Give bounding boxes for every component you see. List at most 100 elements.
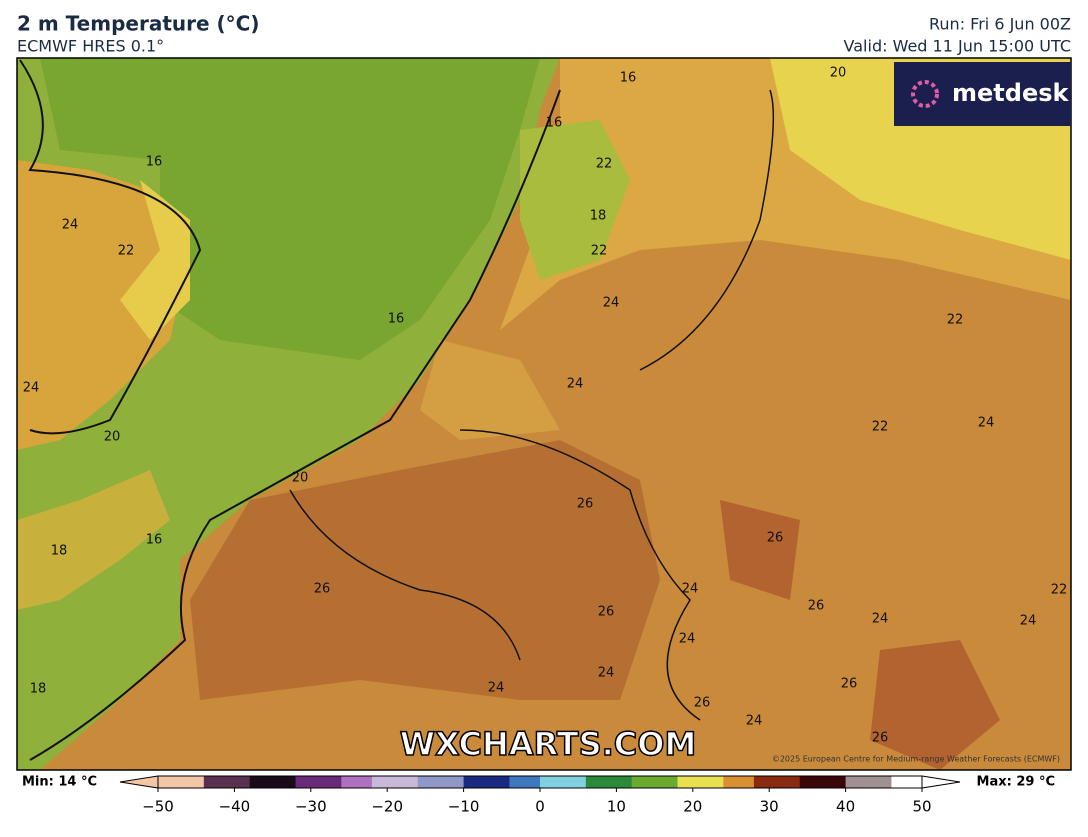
colorbar-arrow <box>921 775 961 789</box>
colorbar-tick-label: −20 <box>371 798 403 816</box>
colorbar-cell <box>708 776 724 788</box>
england <box>17 160 190 450</box>
colorbar-cell <box>692 776 709 788</box>
contour-labels: 16 16 22 18 22 24 16 24 22 16 24 20 24 22 22 24 20 26 26 18… <box>23 66 1068 746</box>
contour-label: 16 <box>146 533 163 548</box>
colorbar-cell <box>784 776 801 788</box>
coastline <box>19 59 561 761</box>
colorbar-cell <box>280 776 297 788</box>
contour-label: 26 <box>314 582 331 597</box>
colorbar-cell <box>753 776 770 788</box>
belgium-coast <box>420 340 560 440</box>
colorbar-cell <box>876 776 892 788</box>
contour-label: 22 <box>591 244 608 259</box>
contour-label: 22 <box>596 157 613 172</box>
colorbar-cell <box>830 776 847 788</box>
contour-label: 24 <box>682 582 699 597</box>
colorbar-cell <box>249 776 266 788</box>
contour-label: 24 <box>603 296 620 311</box>
colorbar-cell <box>891 776 908 788</box>
watermark: WXCHARTS.COM <box>400 725 697 763</box>
colorbar-cell <box>815 776 831 788</box>
contour-label: 24 <box>1020 614 1037 629</box>
contour-label: 24 <box>978 416 995 431</box>
colorbar-cell <box>417 776 434 788</box>
colorbar-cell <box>234 776 251 788</box>
colorbar-cell <box>387 776 403 788</box>
colorbar-cell <box>616 776 633 788</box>
colorbar-tick-label: −30 <box>295 798 327 816</box>
colorbar-cell <box>585 776 602 788</box>
colorbar-tick-label: −50 <box>142 798 174 816</box>
colorbar-cell <box>524 776 541 788</box>
contour-label: 18 <box>590 209 607 224</box>
colorbar-cell <box>448 776 465 788</box>
contour-label: 18 <box>51 544 68 559</box>
colorbar-cell <box>601 776 617 788</box>
colorbar-cell <box>295 776 312 788</box>
run-time: Run: Fri 6 Jun 00Z <box>929 15 1071 34</box>
colorbar-tick-label: 40 <box>836 798 855 816</box>
colorbar-cell <box>478 776 495 788</box>
colorbar-cell <box>555 776 572 788</box>
england-south <box>17 470 170 610</box>
colorbar-cell <box>723 776 740 788</box>
colorbar-cell <box>463 776 480 788</box>
colorbar-cell <box>799 776 816 788</box>
colorbar-cell <box>310 776 327 788</box>
dutch-coast <box>520 120 630 280</box>
colorbar-cell <box>188 776 205 788</box>
contour-label: 24 <box>62 218 79 233</box>
colorbar-cell <box>631 776 648 788</box>
contour-label: 20 <box>292 471 309 486</box>
colorbar-tick-label: 30 <box>760 798 779 816</box>
contour-label: 20 <box>104 430 121 445</box>
colorbar-cell <box>738 776 755 788</box>
contour-label: 16 <box>620 71 637 86</box>
colorbar-cell <box>494 776 510 788</box>
logo-box <box>894 62 1071 126</box>
logo-icon <box>911 80 939 108</box>
colorbar-cell <box>906 776 923 788</box>
contour-label: 26 <box>808 599 825 614</box>
colorbar-tick-label: −10 <box>448 798 480 816</box>
colorbar-cell <box>326 776 342 788</box>
contour-label: 22 <box>947 313 964 328</box>
colorbar-cell <box>402 776 419 788</box>
colorbar-cell <box>646 776 663 788</box>
min-label: Min: 14 °C <box>22 775 97 790</box>
subtitle: ECMWF HRES 0.1° <box>17 37 164 56</box>
colorbar-tick-label: 50 <box>912 798 931 816</box>
contour-label: 22 <box>118 244 135 259</box>
contour-label: 18 <box>30 682 47 697</box>
colorbar-tick-label: 20 <box>683 798 702 816</box>
colorbar-tick-label: 10 <box>607 798 626 816</box>
colorbar-cell <box>203 776 220 788</box>
contour-label: 22 <box>1051 583 1068 598</box>
map-frame <box>16 57 1072 771</box>
colorbar-cell <box>540 776 556 788</box>
colorbar-cell <box>158 776 174 788</box>
contour-label: 24 <box>679 632 696 647</box>
contour-label: 26 <box>577 497 594 512</box>
colorbar-cell <box>173 776 190 788</box>
contour-label: 22 <box>872 420 889 435</box>
colorbar-cell <box>433 776 449 788</box>
colorbar-cell <box>845 776 862 788</box>
contour-label: 16 <box>146 155 163 170</box>
colorbar-cell <box>860 776 877 788</box>
colorbar: −50 −40 −30 −20 −10 0 10 20 30 40 50 <box>119 775 961 816</box>
colorbar-arrow <box>119 775 159 789</box>
warm-core <box>190 440 660 700</box>
colorbar-cell <box>356 776 373 788</box>
contour-label: 24 <box>488 681 505 696</box>
contour-label: 26 <box>841 677 858 692</box>
england-coast <box>120 180 190 340</box>
colorbar-cell <box>341 776 358 788</box>
contour-label: 24 <box>746 714 763 729</box>
colorbar-cell <box>677 776 694 788</box>
colorbar-cell <box>509 776 526 788</box>
contour-label: 24 <box>567 377 584 392</box>
max-label: Max: 29 °C <box>977 775 1055 790</box>
